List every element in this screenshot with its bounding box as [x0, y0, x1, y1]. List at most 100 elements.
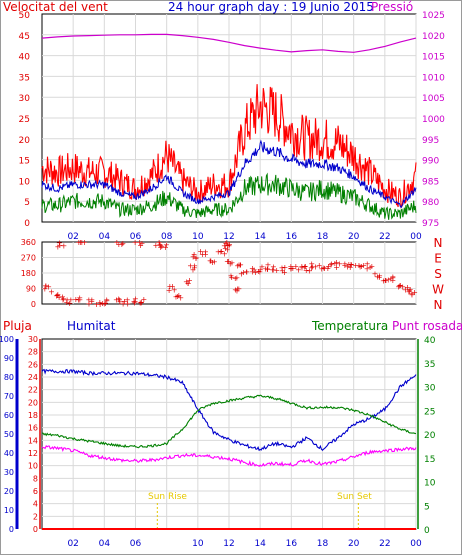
direction-point: +	[166, 286, 173, 295]
direction-point: +	[63, 298, 70, 307]
direction-point: +	[54, 242, 61, 251]
direction-point: +	[76, 293, 83, 302]
direction-point: +	[174, 292, 181, 301]
wind-axis-title: Velocitat del vent	[3, 0, 108, 14]
direction-point: +	[75, 238, 82, 247]
direction-point: +	[237, 261, 244, 270]
pressure-tick-label: 1000	[422, 115, 445, 125]
wind-tick-label: 0	[24, 219, 30, 229]
direction-point: +	[380, 277, 387, 286]
direction-point: +	[78, 238, 85, 247]
temperature-tick-label: 25	[424, 407, 435, 417]
direction-point: +	[139, 239, 146, 248]
direction-point: +	[344, 263, 351, 272]
temperature-line	[41, 394, 417, 449]
direction-point: +	[402, 286, 409, 295]
direction-point: +	[257, 267, 264, 276]
wind-avg-line	[41, 139, 417, 209]
direction-point: +	[324, 264, 331, 273]
direction-point: +	[408, 290, 415, 299]
direction-point: +	[59, 293, 66, 302]
direction-point: +	[138, 298, 145, 307]
humidity-tick-label: 30	[4, 468, 14, 477]
temperature-tick-label: 40	[424, 336, 436, 346]
pressure-tick-label: 990	[422, 157, 439, 167]
direction-point: +	[207, 256, 214, 265]
direction-point: +	[298, 262, 305, 271]
direction-point: +	[269, 266, 276, 275]
chart-title: 24 hour graph day : 19 Junio 2015	[168, 0, 374, 14]
direction-point: +	[119, 239, 126, 248]
direction-point: +	[364, 264, 371, 273]
direction-point: +	[215, 247, 222, 256]
direction-point: +	[209, 258, 216, 267]
axis-labels: 0510152025303540455097598098599099510001…	[0, 11, 445, 549]
direction-point: +	[43, 281, 50, 290]
direction-point: +	[390, 276, 397, 285]
direction-point: +	[369, 262, 376, 271]
humidity-tick-label: 60	[4, 411, 14, 420]
direction-point: +	[136, 238, 143, 247]
rain-tick-label: 18	[28, 411, 38, 420]
humidity-tick-label: 20	[4, 487, 14, 496]
direction-point: +	[228, 273, 235, 282]
humidity-tick-label: 70	[4, 392, 14, 401]
direction-point: +	[137, 241, 144, 250]
rain-tick-label: 8	[33, 474, 38, 483]
direction-point: +	[56, 241, 63, 250]
direction-point: +	[299, 264, 306, 273]
direction-point: +	[88, 297, 95, 306]
direction-point: +	[279, 267, 286, 276]
direction-point: +	[42, 285, 49, 294]
direction-point: +	[374, 273, 381, 282]
direction-point: +	[121, 297, 128, 306]
wind-x-tick-label: 04	[99, 232, 111, 242]
wind-x-tick-label: 18	[317, 232, 329, 242]
wind-x-tick-label: 06	[130, 232, 142, 242]
direction-point: +	[356, 261, 363, 270]
wind-tick-label: 5	[24, 198, 30, 208]
wind-tick-label: 50	[19, 11, 31, 21]
pressure-tick-label: 1005	[422, 94, 445, 104]
rain-tick-label: 12	[28, 449, 38, 458]
direction-point: +	[167, 282, 174, 291]
direction-point: +	[138, 298, 145, 307]
direction-point: +	[236, 261, 243, 270]
humidity-x-tick-label: 06	[130, 539, 142, 549]
direction-point: +	[367, 263, 374, 272]
direction-point: +	[234, 286, 241, 295]
direction-point: +	[265, 261, 272, 270]
temperature-tick-label: 35	[424, 360, 435, 370]
direction-point: +	[333, 263, 340, 272]
direction-point: +	[279, 263, 286, 272]
direction-point: +	[376, 273, 383, 282]
direction-point: +	[382, 276, 389, 285]
direction-point: +	[60, 242, 67, 251]
rain-tick-label: 16	[28, 424, 38, 433]
direction-point: +	[295, 265, 302, 274]
direction-point: +	[264, 265, 271, 274]
direction-point: +	[171, 286, 178, 295]
direction-point: +	[405, 287, 412, 296]
direction-point: +	[191, 250, 198, 259]
direction-point: +	[86, 300, 93, 309]
humidity-line	[41, 368, 417, 452]
direction-point: +	[157, 242, 164, 251]
pressure-tick-label: 995	[422, 136, 439, 146]
direction-point: +	[115, 240, 122, 249]
humidity-tick-label: 50	[4, 430, 14, 439]
pressure-axis-title: Pressió	[371, 0, 413, 14]
direction-point: +	[397, 281, 404, 290]
humidity-x-tick-label: 22	[379, 539, 390, 549]
direction-point: +	[407, 285, 414, 294]
direction-point: +	[257, 266, 264, 275]
dewpoint-line	[41, 444, 417, 468]
direction-point: +	[197, 247, 204, 256]
direction-point: +	[76, 296, 83, 305]
direction-point: +	[183, 278, 190, 287]
direction-point: +	[364, 260, 371, 269]
dewpoint-axis-title: Punt rosada	[392, 319, 462, 333]
direction-point: +	[186, 276, 193, 285]
direction-point: +	[360, 261, 367, 270]
